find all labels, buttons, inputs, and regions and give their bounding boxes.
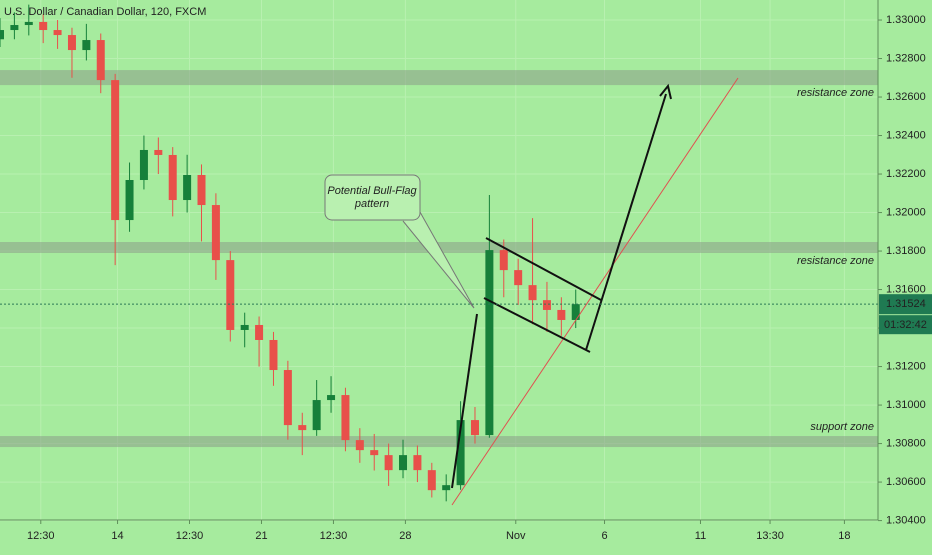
countdown-box xyxy=(879,315,932,335)
candle-body xyxy=(571,304,580,320)
x-tick-label: Nov xyxy=(506,530,526,542)
chart-title: U.S. Dollar / Canadian Dollar, 120, FXCM xyxy=(4,6,206,18)
y-tick-label: 1.30600 xyxy=(886,476,926,488)
candles xyxy=(0,4,580,502)
candle-body xyxy=(111,80,120,221)
flag-pole xyxy=(451,313,478,489)
x-tick-label: 12:30 xyxy=(27,530,55,542)
y-tick-label: 1.31200 xyxy=(886,360,926,372)
y-tick-label: 1.31000 xyxy=(886,399,926,411)
candle-body xyxy=(183,175,192,201)
candle-body xyxy=(67,35,76,51)
x-tick-label: 13:30 xyxy=(756,530,784,542)
x-tick-label: 18 xyxy=(838,530,850,542)
y-tick-label: 1.30400 xyxy=(886,514,926,526)
candle-body xyxy=(442,485,451,491)
y-tick-label: 1.32400 xyxy=(886,129,926,141)
candle-body xyxy=(370,450,379,456)
candle-body xyxy=(557,309,566,320)
y-tick-label: 1.31800 xyxy=(886,245,926,257)
candle-body xyxy=(298,425,307,431)
trend-line xyxy=(451,77,739,506)
zone xyxy=(0,70,878,86)
y-tick-label: 1.33000 xyxy=(886,14,926,26)
candle-body xyxy=(82,40,91,51)
zone xyxy=(0,436,878,448)
candle-body xyxy=(96,40,105,81)
candle-body xyxy=(355,440,364,451)
y-tick-label: 1.32800 xyxy=(886,52,926,64)
x-tick-label: 28 xyxy=(399,530,411,542)
y-tick-label: 1.31600 xyxy=(886,283,926,295)
countdown-label: 01:32:42 xyxy=(884,319,927,331)
candle-body xyxy=(39,21,48,31)
x-tick-label: 21 xyxy=(255,530,267,542)
candle-body xyxy=(427,470,436,491)
y-tick-label: 1.32200 xyxy=(886,168,926,180)
candle-body xyxy=(211,205,220,261)
candle-body xyxy=(154,149,163,155)
candle-body xyxy=(485,250,494,436)
zone-label: support zone xyxy=(810,421,874,433)
candle-body xyxy=(24,21,33,26)
callout-pointer xyxy=(402,211,475,309)
x-tick-label: 12:30 xyxy=(320,530,348,542)
candle-body xyxy=(413,455,422,471)
grid xyxy=(0,0,878,522)
candle-body xyxy=(312,400,321,431)
candle-body xyxy=(384,455,393,471)
y-tick-label: 1.30800 xyxy=(886,437,926,449)
axes: 1.33000 1.32800 1.32600 1.32400 1.32200 1.320… xyxy=(0,14,932,542)
callout: Potential Bull-Flag pattern xyxy=(324,174,475,309)
candle-body xyxy=(226,260,235,330)
candle-body xyxy=(197,175,206,206)
last-price-box xyxy=(879,294,932,315)
candle-body xyxy=(125,180,134,221)
arrow-head xyxy=(659,83,672,100)
y-tick-label: 1.32600 xyxy=(886,91,926,103)
candle-body xyxy=(470,420,479,436)
flag-top xyxy=(485,237,602,301)
candle-body xyxy=(0,30,4,40)
candle-body xyxy=(514,270,523,286)
candle-body xyxy=(10,25,19,31)
candle-body xyxy=(283,370,292,426)
callout-text: Potential Bull-Flag xyxy=(327,185,417,197)
y-tick-label: 1.32000 xyxy=(886,206,926,218)
callout-text: pattern xyxy=(354,198,389,210)
candle-body xyxy=(327,395,336,401)
x-tick-label: 6 xyxy=(601,530,607,542)
flag-bottom xyxy=(483,297,591,353)
candle-body xyxy=(341,395,350,441)
candle-body xyxy=(499,250,508,271)
zone-label: resistance zone xyxy=(797,87,874,99)
candle-body xyxy=(168,154,177,201)
x-tick-label: 11 xyxy=(695,530,706,542)
candle-body xyxy=(399,455,408,471)
candle-body xyxy=(456,420,465,486)
candle-body xyxy=(255,324,264,340)
drawings xyxy=(451,83,672,489)
callout-box xyxy=(324,174,421,221)
last-price-label: 1.31524 xyxy=(886,298,926,310)
candle-body xyxy=(542,300,551,310)
candle-body xyxy=(240,324,249,330)
x-tick-label: 12:30 xyxy=(176,530,204,542)
x-tick-label: 14 xyxy=(111,530,123,542)
candle-body xyxy=(53,30,62,36)
zone-label: resistance zone xyxy=(797,255,874,267)
candle-body xyxy=(139,149,148,181)
candle-body xyxy=(269,339,278,371)
candle-body xyxy=(528,285,537,301)
target-arrow xyxy=(585,93,667,351)
